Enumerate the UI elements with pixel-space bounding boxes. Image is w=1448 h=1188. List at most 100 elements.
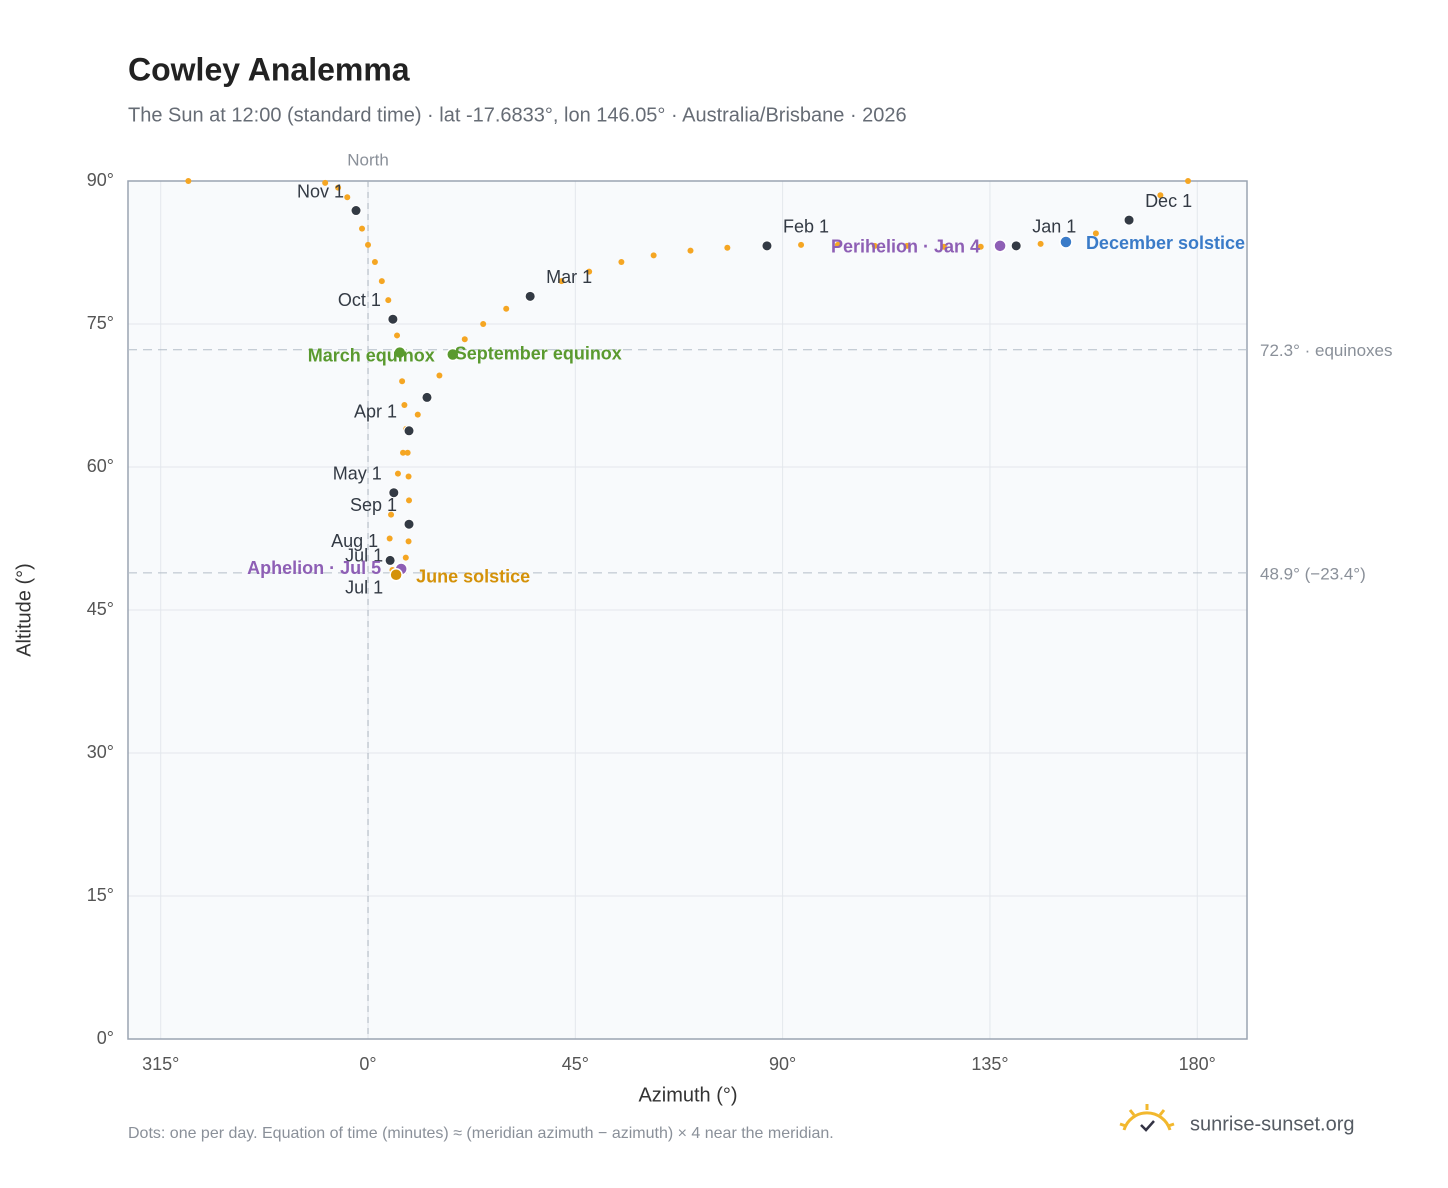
month-marker [388, 487, 400, 499]
daily-dot [436, 372, 443, 379]
daily-dot [359, 225, 366, 232]
month-label: Jul 1 [345, 545, 383, 565]
month-marker [1123, 214, 1135, 226]
daily-dot [394, 332, 401, 339]
daily-dot [1092, 230, 1099, 237]
event-label: March equinox [308, 345, 435, 365]
x-tick-label: 180° [1179, 1054, 1216, 1074]
daily-dot [371, 259, 378, 266]
y-axis-label: Altitude (°) [13, 563, 35, 657]
month-label: May 1 [333, 463, 382, 483]
x-tick-label: 315° [142, 1054, 179, 1074]
event-label: September equinox [455, 343, 622, 363]
daily-dot [404, 449, 411, 456]
daily-dot [322, 179, 329, 186]
daily-dot [378, 278, 385, 285]
month-label: Mar 1 [546, 267, 592, 287]
event-marker [393, 345, 407, 360]
month-marker [403, 425, 415, 437]
daily-dot [399, 378, 406, 385]
daily-dot [1185, 178, 1192, 184]
event-marker [446, 347, 460, 362]
brand-name: sunrise-sunset.org [1190, 1113, 1355, 1135]
daily-dot [834, 241, 841, 248]
daily-dot [977, 243, 984, 250]
daily-dot [618, 259, 625, 266]
daily-dot [871, 242, 878, 249]
daily-dot [401, 402, 408, 409]
month-label: Oct 1 [338, 290, 381, 310]
month-marker [384, 554, 396, 566]
daily-dot [344, 194, 351, 201]
daily-dot [388, 511, 395, 518]
month-label: Dec 1 [1145, 191, 1192, 211]
month-marker [524, 290, 536, 302]
month-label: Feb 1 [783, 217, 829, 237]
event-marker [993, 239, 1007, 253]
y-tick-label: 30° [87, 742, 114, 762]
daily-dot [414, 411, 421, 418]
x-tick-label: 0° [359, 1054, 376, 1074]
y-tick-label: 90° [87, 170, 114, 190]
daily-dot [904, 242, 911, 249]
event-label: June solstice [416, 566, 530, 586]
daily-dot [386, 535, 393, 542]
daily-dot [405, 538, 412, 545]
daily-dot [480, 321, 487, 327]
daily-dot [940, 243, 947, 250]
daily-dot [335, 184, 342, 191]
event-label: December solstice [1086, 233, 1245, 253]
chart-subtitle: The Sun at 12:00 (standard time) · lat -… [128, 104, 907, 126]
daily-dot [650, 252, 657, 259]
plot-frame [127, 180, 1248, 1040]
daily-dot [724, 244, 731, 251]
event-label: Aphelion · Jul 5 [247, 558, 381, 578]
daily-dot [394, 470, 401, 477]
daily-dot [365, 241, 372, 248]
daily-dot [586, 268, 593, 275]
daily-dot [385, 297, 392, 304]
daily-dot [687, 247, 694, 254]
month-marker [387, 313, 399, 325]
daily-dot [558, 278, 565, 285]
daily-dot [402, 554, 409, 561]
event-marker [389, 567, 403, 582]
y-tick-label: 45° [87, 599, 114, 619]
month-label: Nov 1 [297, 181, 344, 201]
meridian-label: North [347, 150, 389, 169]
daily-dot [405, 473, 412, 480]
chart-title: Cowley Analemma [128, 51, 410, 87]
month-marker [761, 240, 773, 252]
month-label: Apr 1 [354, 402, 397, 422]
daily-dot [798, 241, 805, 248]
y-tick-label: 75° [87, 313, 114, 333]
month-label: Jul 1 [345, 577, 383, 597]
x-tick-label: 135° [971, 1054, 1008, 1074]
y-tick-label: 15° [87, 885, 114, 905]
month-marker [403, 518, 415, 530]
daily-dot [1037, 240, 1044, 247]
daily-dot [406, 497, 413, 504]
brand-logo [1119, 1104, 1175, 1132]
month-label: Aug 1 [331, 531, 378, 551]
daily-dot [400, 449, 407, 456]
month-label: Sep 1 [350, 495, 397, 515]
footnote: Dots: one per day. Equation of time (min… [128, 1125, 834, 1142]
month-label: Jan 1 [1032, 217, 1076, 237]
y-tick-label: 60° [87, 456, 114, 476]
daily-dot [503, 305, 510, 312]
event-marker [1059, 235, 1073, 249]
daily-dot [461, 336, 468, 343]
x-tick-label: 90° [769, 1054, 796, 1074]
month-marker [421, 391, 433, 403]
x-axis-label: Azimuth (°) [638, 1084, 737, 1106]
reference-label: 48.9° (−23.4°) [1260, 564, 1366, 583]
y-tick-label: 0° [97, 1028, 114, 1048]
daily-dot [1157, 192, 1164, 199]
daily-dot [185, 178, 192, 184]
event-label: Perihelion · Jan 4 [831, 237, 980, 257]
reference-label: 72.3° · equinoxes [1260, 341, 1393, 360]
month-marker [1010, 240, 1022, 252]
